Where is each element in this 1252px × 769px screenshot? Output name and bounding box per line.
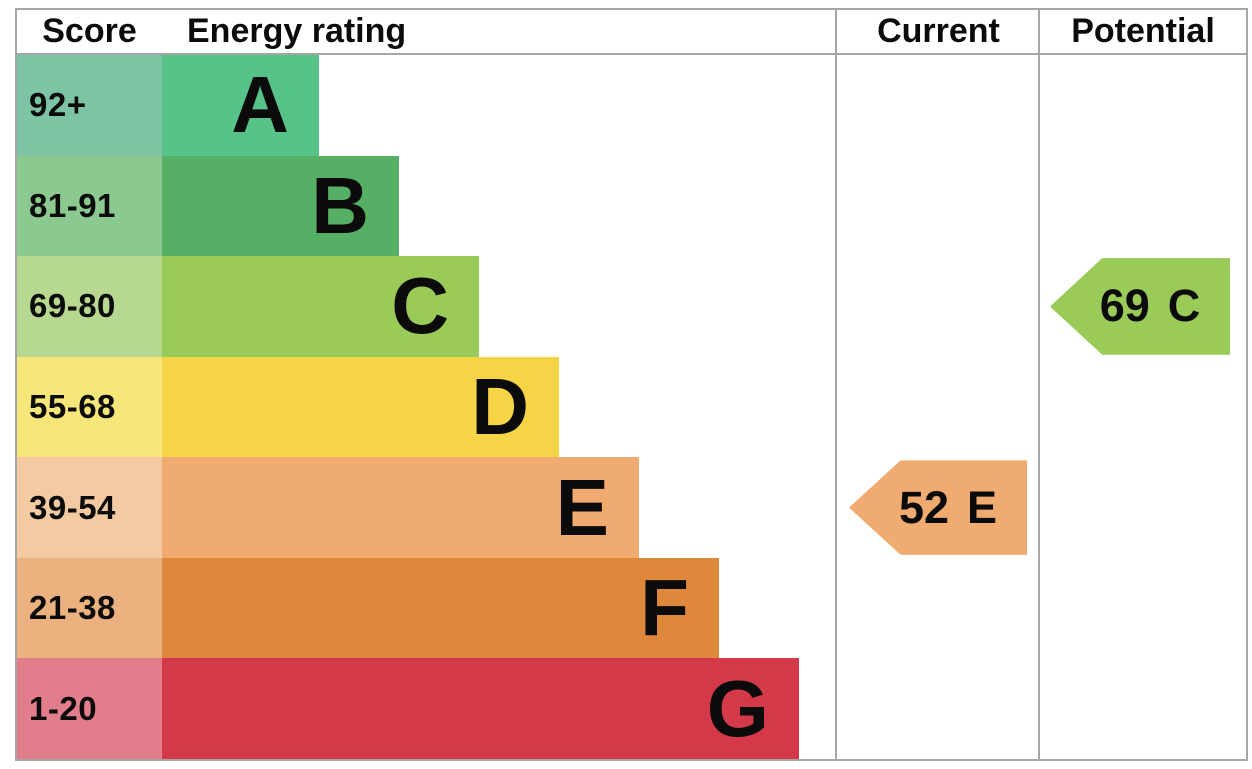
band-bar-e: E xyxy=(162,457,639,558)
band-row-g: 1-20 G xyxy=(17,658,1246,760)
potential-score-value: 69 xyxy=(1099,280,1150,332)
current-rating-letter: E xyxy=(967,481,998,533)
band-row-b: 81-91 B xyxy=(17,155,1246,257)
current-rating-arrow: 52 E xyxy=(849,460,1027,555)
band-score-range: 69-80 xyxy=(17,256,162,357)
band-row-f: 21-38 F xyxy=(17,557,1246,659)
band-score-range: 39-54 xyxy=(17,457,162,558)
band-row-a: 92+ A xyxy=(17,55,1246,156)
column-header-energy-rating: Energy rating xyxy=(187,12,407,50)
band-bar-d: D xyxy=(162,356,559,458)
band-bar-a: A xyxy=(162,55,319,156)
current-score-value: 52 xyxy=(898,481,950,533)
chart-header-row: Score Energy rating Current Potential xyxy=(17,10,1246,55)
epc-rating-chart: Score Energy rating Current Potential 92… xyxy=(15,8,1248,761)
band-bar-g: G xyxy=(162,658,799,760)
band-score-range: 55-68 xyxy=(17,356,162,458)
band-bar-c: C xyxy=(162,256,479,357)
band-score-range: 81-91 xyxy=(17,155,162,257)
band-score-range: 92+ xyxy=(17,55,162,156)
divider-current-potential xyxy=(1038,10,1040,759)
band-row-c: 69-80 C 69 C xyxy=(17,256,1246,357)
band-bar-f: F xyxy=(162,557,719,659)
band-rows: 92+ A 81-91 B 69-80 C 69 C 55-68 D 39-54… xyxy=(17,55,1246,760)
column-header-potential: Potential xyxy=(1071,12,1215,50)
band-bar-b: B xyxy=(162,155,399,257)
band-row-e: 39-54 E 52 E xyxy=(17,457,1246,558)
divider-energy-current xyxy=(835,10,837,759)
band-score-range: 21-38 xyxy=(17,557,162,659)
column-header-current: Current xyxy=(877,12,1000,50)
column-header-score: Score xyxy=(42,12,137,50)
potential-rating-arrow: 69 C xyxy=(1050,258,1230,355)
band-score-range: 1-20 xyxy=(17,658,162,760)
band-row-d: 55-68 D xyxy=(17,356,1246,458)
potential-rating-letter: C xyxy=(1167,280,1201,332)
